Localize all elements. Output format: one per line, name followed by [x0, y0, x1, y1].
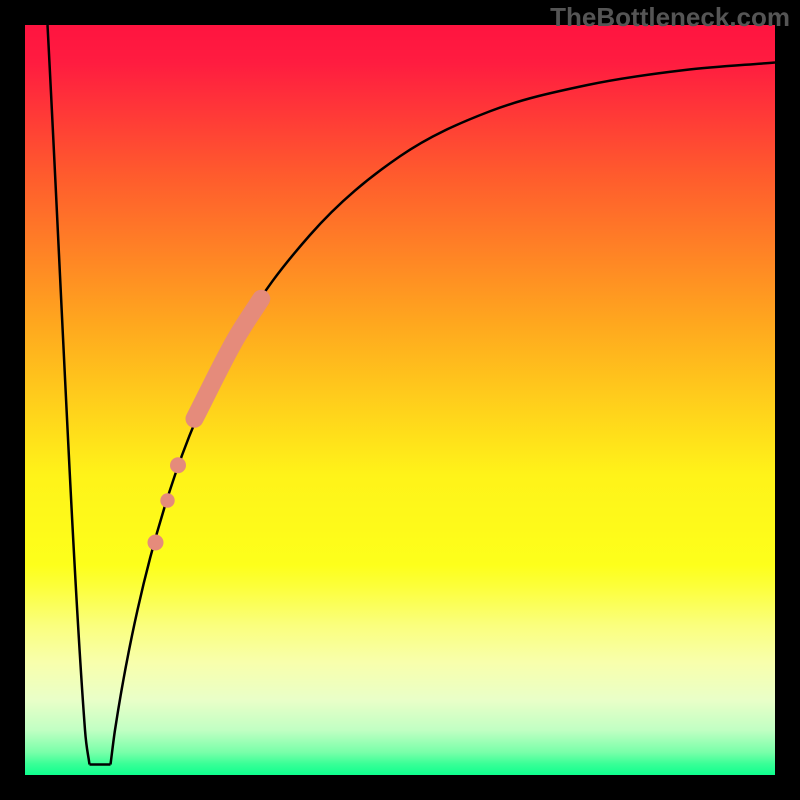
highlight-segment: [195, 299, 262, 419]
highlight-dot: [160, 493, 174, 507]
curve-layer: [0, 0, 800, 800]
highlight-dot: [170, 457, 186, 473]
chart-container: TheBottleneck.com: [0, 0, 800, 800]
attribution-text: TheBottleneck.com: [550, 2, 790, 33]
highlight-dot: [148, 535, 164, 551]
bottleneck-curve: [111, 63, 776, 765]
bottleneck-curve: [48, 25, 90, 765]
